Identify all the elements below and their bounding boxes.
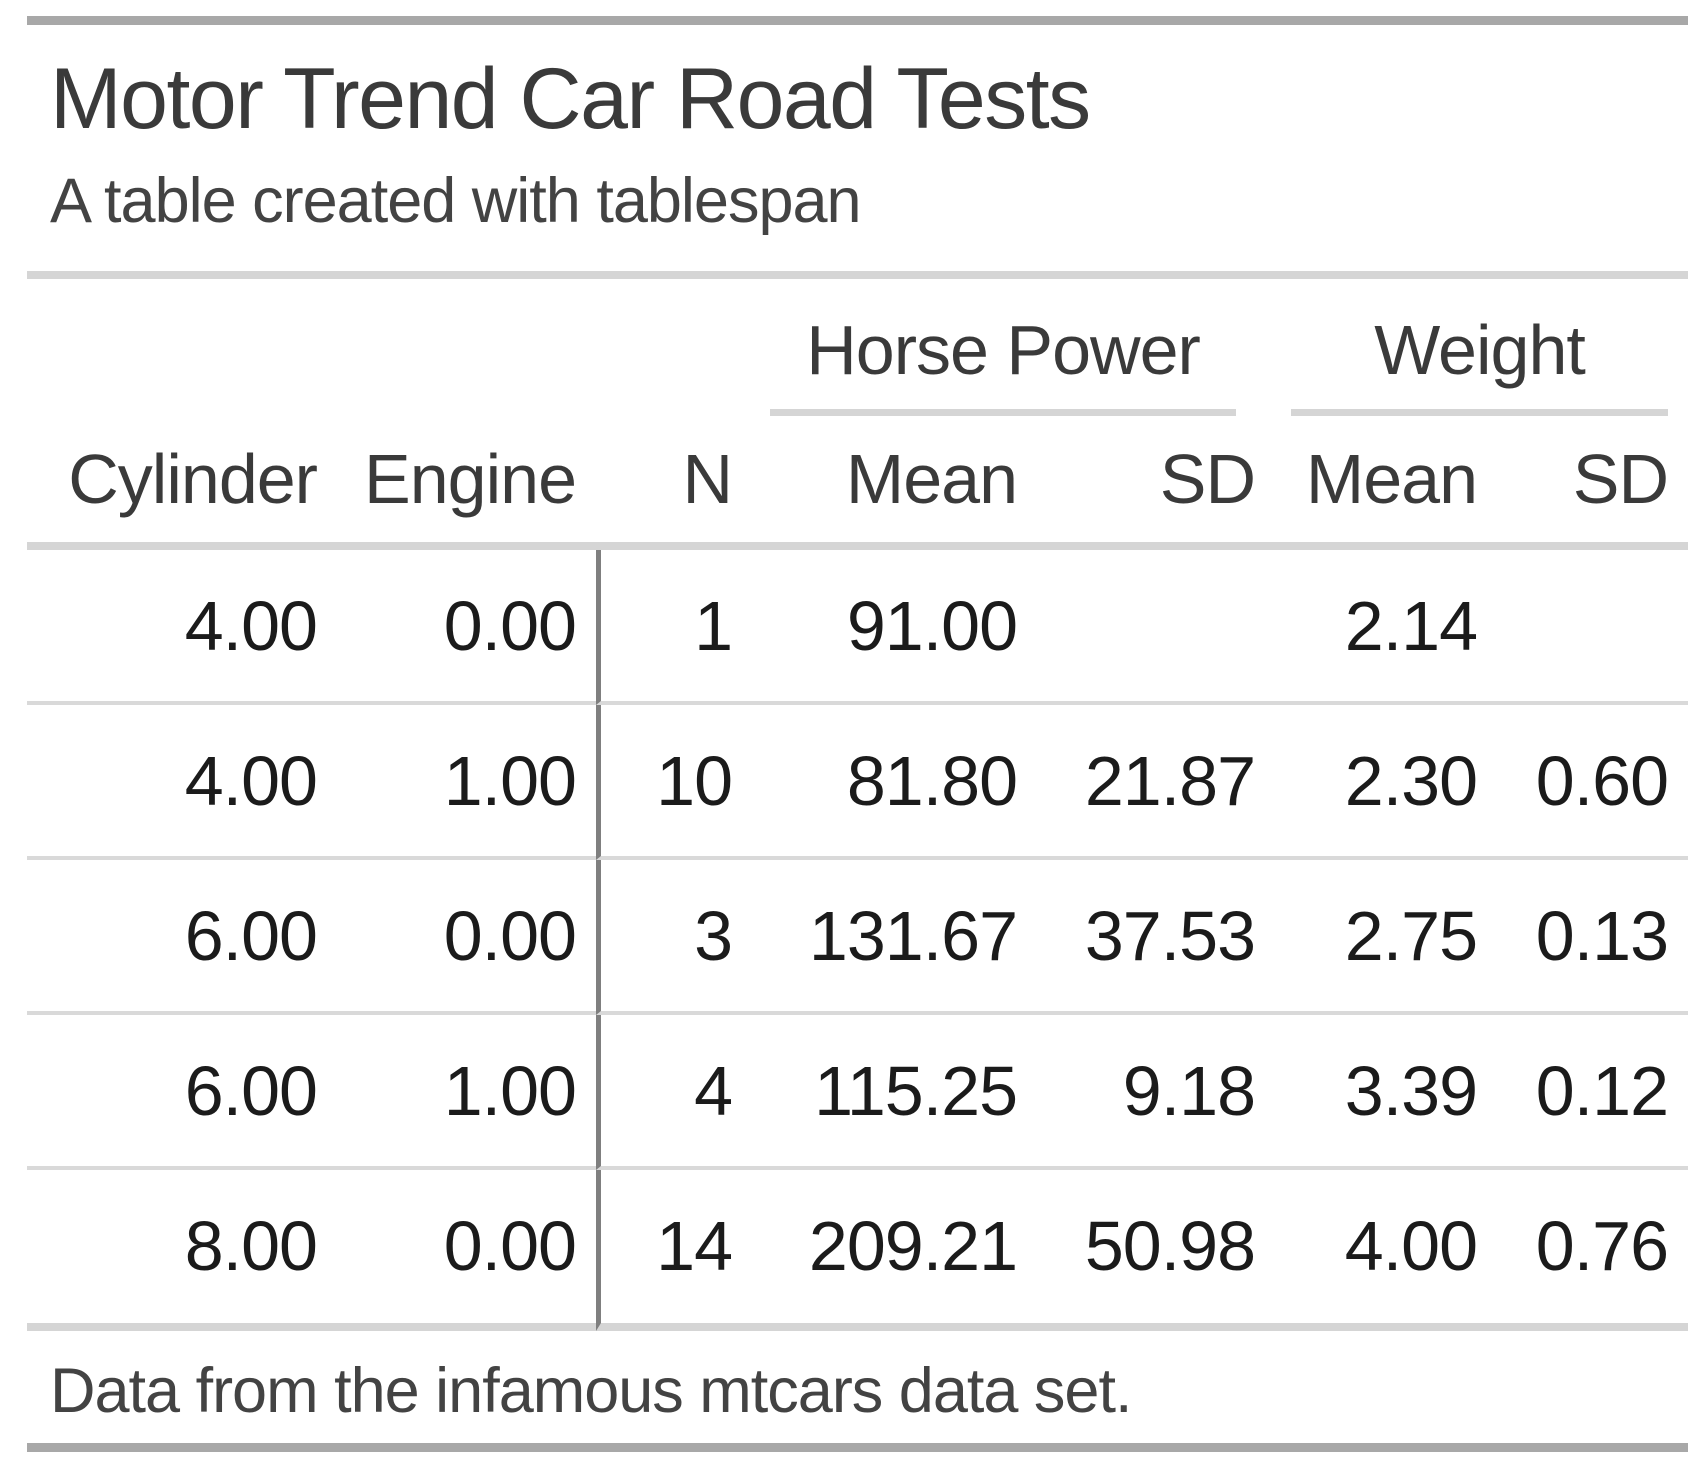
table-row: 4.00 0.00 1 91.00 2.14	[27, 550, 1689, 705]
top-rule	[27, 16, 1688, 25]
table-row: 6.00 0.00 3 131.67 37.53 2.75 0.13	[27, 860, 1689, 1015]
spanner-weight: Weight	[1275, 279, 1688, 416]
table-cell: 1	[596, 550, 753, 705]
table-cell: 21.87	[1037, 705, 1276, 860]
header-row: Cylinder Engine N Mean SD Mean SD	[27, 416, 1689, 550]
table-cell: 0.00	[337, 860, 596, 1015]
column-header-wt-mean: Mean	[1275, 416, 1498, 550]
table-cell: 0.76	[1497, 1170, 1689, 1331]
table-cell: 0.13	[1497, 860, 1689, 1015]
column-header-wt-sd: SD	[1497, 416, 1689, 550]
spanner-blank-cell	[27, 279, 752, 416]
table-cell: 131.67	[752, 860, 1038, 1015]
spanner-horse-power: Horse Power	[752, 279, 1275, 416]
column-header-n: N	[596, 416, 753, 550]
table-cell: 81.80	[752, 705, 1038, 860]
table-cell: 1.00	[337, 1015, 596, 1170]
table-cell: 2.75	[1275, 860, 1498, 1015]
table-cell: 2.14	[1275, 550, 1498, 705]
bottom-rule	[27, 1443, 1688, 1452]
spanner-horse-power-label: Horse Power	[770, 309, 1237, 416]
table-cell: 0.60	[1497, 705, 1689, 860]
table-cell: 91.00	[752, 550, 1038, 705]
table-cell: 6.00	[27, 1015, 337, 1170]
spanner-weight-label: Weight	[1291, 309, 1669, 416]
footnote: Data from the infamous mtcars data set.	[50, 1356, 1132, 1426]
heading-divider	[27, 271, 1688, 279]
table-cell: 6.00	[27, 860, 337, 1015]
table-cell: 0.00	[337, 550, 596, 705]
table-cell: 209.21	[752, 1170, 1038, 1331]
table-cell: 3.39	[1275, 1015, 1498, 1170]
table-cell: 0.00	[337, 1170, 596, 1331]
spanner-row: Horse Power Weight	[27, 279, 1688, 416]
table-cell: 10	[596, 705, 753, 860]
table-cell: 4.00	[1275, 1170, 1498, 1331]
table-row: 8.00 0.00 14 209.21 50.98 4.00 0.76	[27, 1170, 1689, 1331]
table-cell: 9.18	[1037, 1015, 1276, 1170]
page-title: Motor Trend Car Road Tests	[50, 51, 1091, 147]
table-cell: 37.53	[1037, 860, 1276, 1015]
table-cell: 14	[596, 1170, 753, 1331]
table-cell: 115.25	[752, 1015, 1038, 1170]
page-subtitle: A table created with tablespan	[50, 166, 862, 236]
table-cell: 4	[596, 1015, 753, 1170]
table-cell: 4.00	[27, 550, 337, 705]
table-cell	[1037, 550, 1276, 705]
table-cell: 3	[596, 860, 753, 1015]
column-header-hp-sd: SD	[1037, 416, 1276, 550]
table-cell: 8.00	[27, 1170, 337, 1331]
column-header-hp-mean: Mean	[752, 416, 1038, 550]
table-cell: 1.00	[337, 705, 596, 860]
table-cell: 4.00	[27, 705, 337, 860]
table-cell: 2.30	[1275, 705, 1498, 860]
table-row: 4.00 1.00 10 81.80 21.87 2.30 0.60	[27, 705, 1689, 860]
table-cell: 50.98	[1037, 1170, 1276, 1331]
column-header-engine: Engine	[337, 416, 596, 550]
table-row: 6.00 1.00 4 115.25 9.18 3.39 0.12	[27, 1015, 1689, 1170]
table-cell	[1497, 550, 1689, 705]
column-header-cylinder: Cylinder	[27, 416, 337, 550]
table-cell: 0.12	[1497, 1015, 1689, 1170]
data-table: Horse Power Weight Cylinder Engine N Mea…	[27, 279, 1689, 1331]
